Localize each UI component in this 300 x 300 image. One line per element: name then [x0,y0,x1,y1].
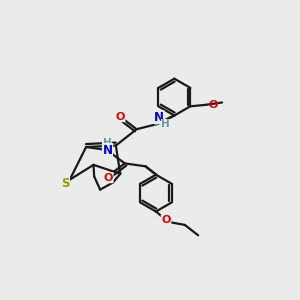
Text: O: O [161,215,171,225]
Text: O: O [104,172,113,183]
Text: H: H [161,119,170,129]
Text: N: N [103,143,112,157]
Text: O: O [116,112,125,122]
Text: O: O [208,100,218,110]
Text: H: H [103,138,111,148]
Text: N: N [154,111,164,124]
Text: S: S [61,177,70,190]
